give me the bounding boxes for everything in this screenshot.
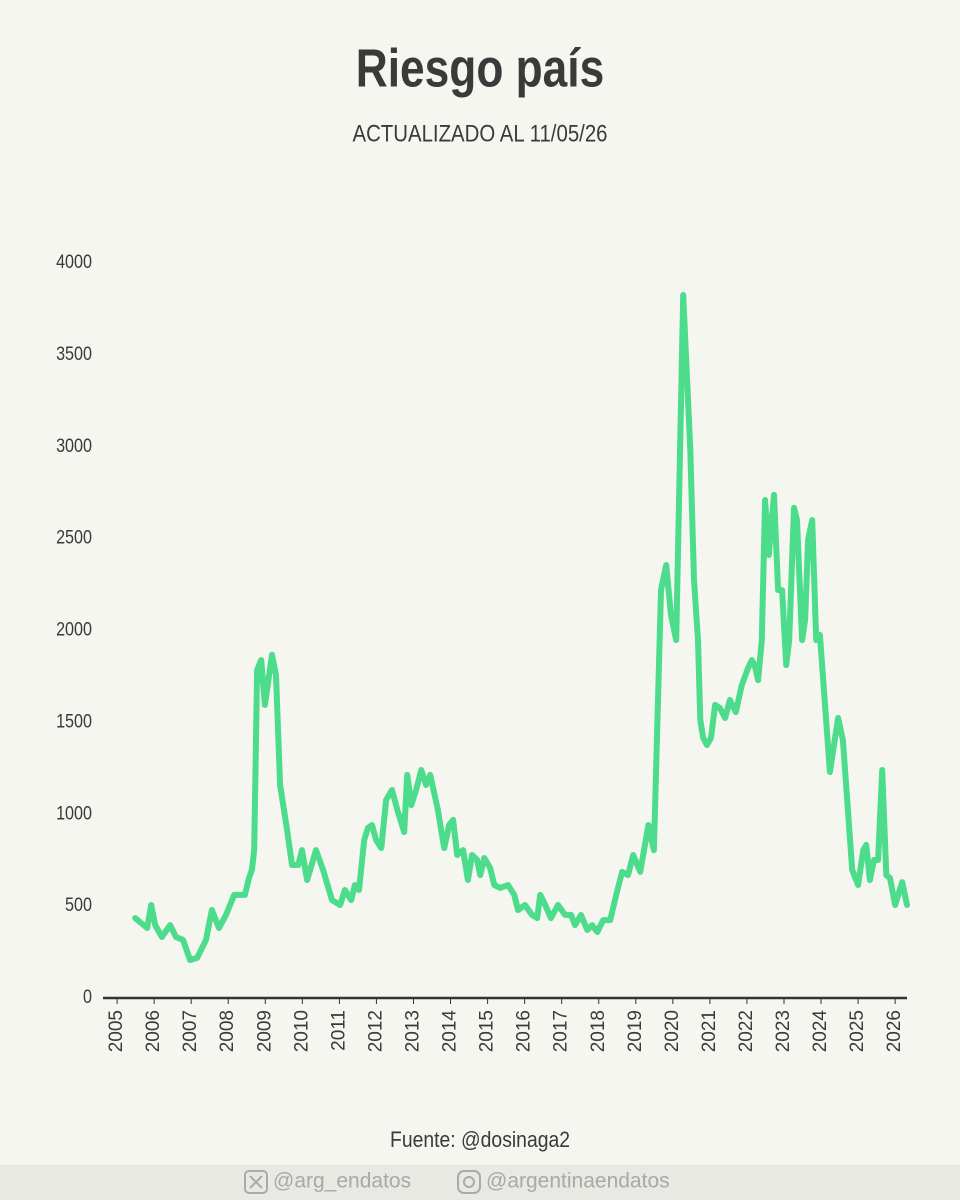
y-tick-label: 500 <box>65 894 92 916</box>
x-tick-label: 2013 <box>403 1010 424 1052</box>
x-tick-label: 2018 <box>588 1010 609 1052</box>
x-tick-label: 2020 <box>662 1010 683 1052</box>
series-line <box>132 292 910 963</box>
twitter-handle: @arg_endatos <box>273 1170 411 1193</box>
y-tick-label: 0 <box>83 986 92 1008</box>
x-tick-label: 2014 <box>440 1010 461 1053</box>
x-tick-label: 2005 <box>106 1010 127 1052</box>
x-tick-label: 2011 <box>328 1010 349 1051</box>
x-tick-label: 2022 <box>736 1010 757 1052</box>
y-tick-label: 1500 <box>56 710 92 732</box>
y-tick-label: 3000 <box>56 435 92 457</box>
source: Fuente: @dosinaga2 <box>390 1128 570 1152</box>
x-tick-label: 2012 <box>365 1010 386 1052</box>
x-tick-label: 2008 <box>217 1010 238 1052</box>
x-tick-label: 2010 <box>291 1010 312 1052</box>
y-tick-label: 2500 <box>56 526 92 548</box>
x-tick-label: 2021 <box>699 1010 720 1052</box>
x-tick-label: 2019 <box>625 1010 646 1052</box>
instagram-icon <box>457 1170 481 1194</box>
y-tick-label: 3500 <box>56 343 92 365</box>
y-tick-label: 1000 <box>56 802 92 824</box>
x-icon-glyph <box>249 1175 263 1189</box>
x-tick-label: 2009 <box>254 1010 275 1052</box>
x-tick-label: 2017 <box>551 1010 572 1052</box>
x-tick-label: 2025 <box>847 1010 868 1052</box>
x-tick-label: 2026 <box>884 1010 905 1052</box>
y-tick-label: 4000 <box>56 251 92 273</box>
x-tick-label: 2007 <box>180 1010 201 1052</box>
x-tick-label: 2015 <box>477 1010 498 1052</box>
x-tick-label: 2024 <box>810 1010 831 1053</box>
instagram-icon-lens <box>463 1176 475 1188</box>
chart-subtitle: ACTUALIZADO AL 11/05/26 <box>352 120 607 147</box>
x-tick-label: 2006 <box>143 1010 164 1052</box>
chart-title: Riesgo país <box>356 38 604 98</box>
y-tick-label: 2000 <box>56 618 92 640</box>
x-icon <box>244 1170 268 1194</box>
x-tick-label: 2023 <box>773 1010 794 1052</box>
x-tick-label: 2016 <box>514 1010 535 1052</box>
instagram-handle: @argentinaendatos <box>486 1170 670 1193</box>
